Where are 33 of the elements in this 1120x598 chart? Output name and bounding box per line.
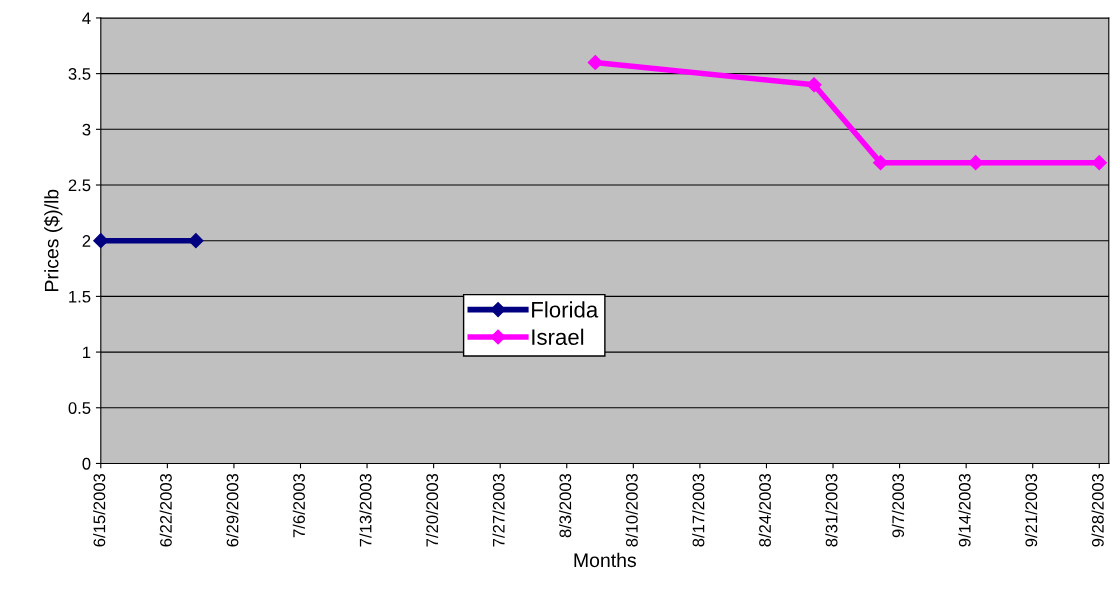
y-tick-label: 1 [83, 346, 91, 359]
x-tick-label: 6/15/2003 [93, 473, 106, 547]
y-tick-label: 4 [82, 12, 91, 24]
legend-label: Israel [532, 328, 584, 345]
x-tick-label: 8/24/2003 [758, 473, 771, 547]
x-tick-label: 7/13/2003 [359, 473, 372, 547]
x-tick-label: 9/28/2003 [1091, 473, 1104, 547]
x-tick-label: 8/31/2003 [825, 473, 838, 547]
x-tick-label: 8/17/2003 [692, 473, 705, 547]
y-tick-label: 0 [82, 457, 91, 470]
x-tick-label: 9/21/2003 [1024, 473, 1038, 547]
x-tick-label: 6/22/2003 [159, 473, 172, 547]
point [806, 77, 822, 93]
y-tick-label: 1.5 [69, 290, 91, 303]
y-tick-label: 3.5 [68, 68, 91, 80]
point [587, 54, 603, 71]
x-tick-label: 8/10/2003 [625, 473, 638, 547]
x-tick-label: 7/27/2003 [492, 473, 505, 547]
y-tick-label: 0.5 [68, 402, 91, 414]
point [93, 233, 109, 249]
x-tick-label: 6/29/2003 [226, 473, 239, 547]
x-tick-label: 9/14/2003 [958, 473, 971, 547]
x-tick-label: 8/3/2003 [558, 473, 572, 538]
y-tick-label: 2.5 [68, 179, 91, 192]
y-tick-label: 3 [82, 123, 91, 136]
y-axis-title: Prices ($)/lb [43, 189, 63, 291]
x-axis-title: Months [574, 552, 636, 568]
x-tick-label: 9/7/2003 [891, 473, 905, 538]
legend-label: Florida [532, 301, 599, 318]
y-tick-label: 2 [82, 235, 91, 247]
point [188, 233, 204, 249]
x-tick-label: 7/20/2003 [425, 473, 439, 547]
x-tick-label: 7/6/2003 [292, 473, 305, 538]
